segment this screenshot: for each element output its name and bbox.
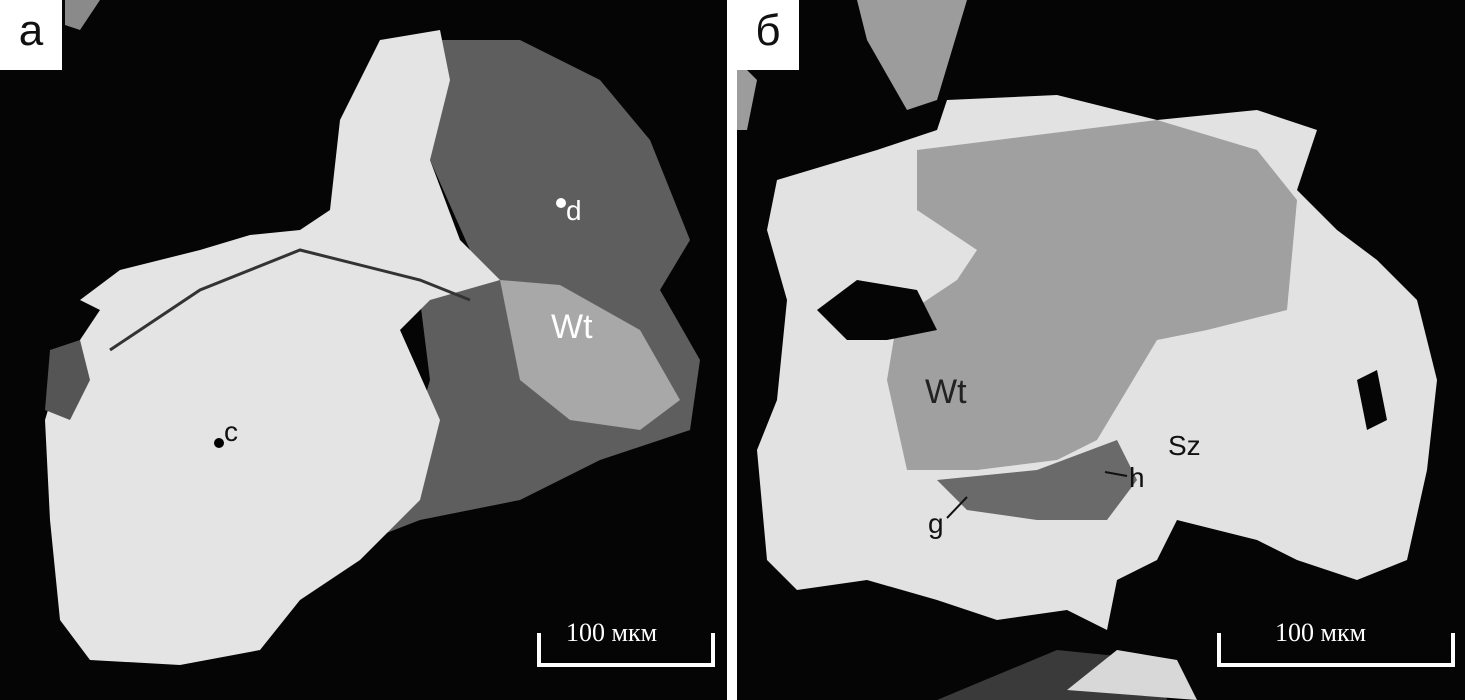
scale-bar-label: 100 мкм: [566, 618, 658, 647]
scale-bar: [537, 633, 715, 667]
micrograph-panel-b: б Wt Sz h g 100 мкм: [737, 0, 1465, 700]
micrograph-panel-a: а d c Wt 100 мкм: [0, 0, 727, 700]
mineral-label-sz: Sz: [1168, 430, 1201, 461]
point-label-c: c: [224, 416, 238, 447]
panel-label: б: [737, 0, 799, 70]
grain-image-a: [45, 0, 700, 665]
point-label-g: g: [928, 508, 944, 539]
mineral-label-wt: Wt: [925, 373, 967, 411]
grain-image-b: [737, 0, 1437, 700]
point-label-h: h: [1129, 462, 1145, 493]
scale-bar-label: 100 мкм: [1275, 618, 1367, 647]
panel-label: а: [0, 0, 62, 70]
scale-bar: [1217, 633, 1455, 667]
point-label-d: d: [566, 195, 582, 226]
mineral-label-wt: Wt: [551, 308, 593, 346]
